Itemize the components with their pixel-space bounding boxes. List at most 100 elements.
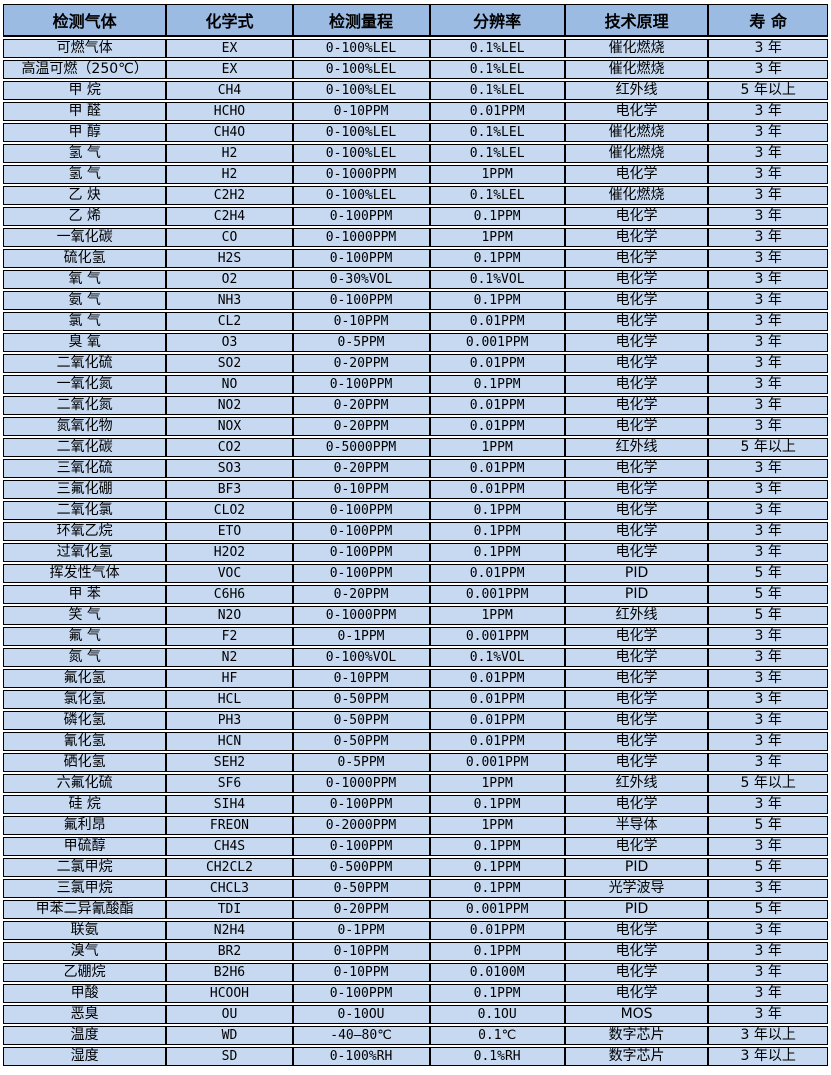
cell-range: 0-10PPM bbox=[292, 669, 430, 688]
cell-tech: 电化学 bbox=[564, 354, 709, 373]
cell-gas: 温度 bbox=[3, 1026, 167, 1045]
table-row: 氟 气 F2 0-1PPM 0.001PPM 电化学 3 年 bbox=[3, 627, 828, 646]
cell-resolution: 0.1PPM bbox=[429, 879, 565, 898]
cell-resolution: 1PPM bbox=[429, 228, 565, 247]
cell-gas: 氯 气 bbox=[3, 312, 167, 331]
cell-formula: N2O bbox=[166, 606, 293, 625]
cell-gas: 二氧化碳 bbox=[3, 438, 167, 457]
cell-lifespan: 3 年 bbox=[708, 396, 828, 415]
cell-lifespan: 3 年 bbox=[708, 501, 828, 520]
cell-resolution: 0.1%LEL bbox=[429, 186, 565, 205]
cell-range: 0-50PPM bbox=[292, 879, 430, 898]
table-row: 甲 醇 CH4O 0-100%LEL 0.1%LEL 催化燃烧 3 年 bbox=[3, 123, 828, 142]
cell-range: 0-20PPM bbox=[292, 585, 430, 604]
cell-gas: 笑 气 bbox=[3, 606, 167, 625]
cell-formula: ETO bbox=[166, 522, 293, 541]
table-row: 硅 烷 SIH4 0-100PPM 0.1PPM 电化学 3 年 bbox=[3, 795, 828, 814]
cell-formula: CH2CL2 bbox=[166, 858, 293, 877]
cell-tech: 电化学 bbox=[564, 963, 709, 982]
cell-range: 0-1PPM bbox=[292, 627, 430, 646]
cell-tech: 电化学 bbox=[564, 396, 709, 415]
cell-formula: SEH2 bbox=[166, 753, 293, 772]
cell-range: 0-100PPM bbox=[292, 837, 430, 856]
cell-range: -40—80℃ bbox=[292, 1026, 430, 1045]
cell-resolution: 0.001PPM bbox=[429, 585, 565, 604]
cell-lifespan: 3 年 bbox=[708, 837, 828, 856]
cell-tech: 电化学 bbox=[564, 837, 709, 856]
table-row: 过氧化氢 H2O2 0-100PPM 0.1PPM 电化学 3 年 bbox=[3, 543, 828, 562]
cell-lifespan: 3 年 bbox=[708, 690, 828, 709]
cell-tech: MOS bbox=[564, 1005, 709, 1024]
cell-resolution: 0.001PPM bbox=[429, 900, 565, 919]
cell-range: 0-1000PPM bbox=[292, 228, 430, 247]
cell-tech: 红外线 bbox=[564, 81, 709, 100]
cell-tech: 红外线 bbox=[564, 774, 709, 793]
table-row: 氮氧化物 NOX 0-20PPM 0.01PPM 电化学 3 年 bbox=[3, 417, 828, 436]
cell-resolution: 0.1PPM bbox=[429, 858, 565, 877]
cell-resolution: 0.1PPM bbox=[429, 543, 565, 562]
cell-range: 0-100%LEL bbox=[292, 186, 430, 205]
table-row: 一氧化氮 NO 0-100PPM 0.1PPM 电化学 3 年 bbox=[3, 375, 828, 394]
cell-tech: 电化学 bbox=[564, 312, 709, 331]
cell-tech: 电化学 bbox=[564, 207, 709, 226]
cell-lifespan: 5 年 bbox=[708, 900, 828, 919]
cell-formula: OU bbox=[166, 1005, 293, 1024]
cell-resolution: 0.1PPM bbox=[429, 291, 565, 310]
cell-gas: 挥发性气体 bbox=[3, 564, 167, 583]
cell-lifespan: 3 年 bbox=[708, 228, 828, 247]
cell-formula: BR2 bbox=[166, 942, 293, 961]
cell-formula: HCHO bbox=[166, 102, 293, 121]
cell-gas: 臭 氧 bbox=[3, 333, 167, 352]
cell-formula: NH3 bbox=[166, 291, 293, 310]
cell-range: 0-100PPM bbox=[292, 207, 430, 226]
cell-resolution: 0.1%LEL bbox=[429, 81, 565, 100]
table-row: 氢 气 H2 0-1000PPM 1PPM 电化学 3 年 bbox=[3, 165, 828, 184]
cell-lifespan: 3 年 bbox=[708, 102, 828, 121]
table-row: 甲 醛 HCHO 0-10PPM 0.01PPM 电化学 3 年 bbox=[3, 102, 828, 121]
cell-gas: 联氨 bbox=[3, 921, 167, 940]
cell-gas: 硅 烷 bbox=[3, 795, 167, 814]
cell-resolution: 0.1PPM bbox=[429, 942, 565, 961]
table-row: 挥发性气体 VOC 0-100PPM 0.01PPM PID 5 年 bbox=[3, 564, 828, 583]
cell-lifespan: 3 年 bbox=[708, 963, 828, 982]
cell-tech: 电化学 bbox=[564, 102, 709, 121]
cell-range: 0-50PPM bbox=[292, 711, 430, 730]
cell-lifespan: 3 年 bbox=[708, 942, 828, 961]
cell-lifespan: 3 年 bbox=[708, 669, 828, 688]
cell-gas: 甲 醇 bbox=[3, 123, 167, 142]
cell-formula: H2 bbox=[166, 144, 293, 163]
cell-gas: 二氧化氮 bbox=[3, 396, 167, 415]
cell-gas: 二氯甲烷 bbox=[3, 858, 167, 877]
cell-range: 0-100%VOL bbox=[292, 648, 430, 667]
cell-gas: 甲 醛 bbox=[3, 102, 167, 121]
cell-formula: CO2 bbox=[166, 438, 293, 457]
table-row: 高温可燃（250℃） EX 0-100%LEL 0.1%LEL 催化燃烧 3 年 bbox=[3, 60, 828, 79]
cell-tech: PID bbox=[564, 585, 709, 604]
cell-range: 0-20PPM bbox=[292, 354, 430, 373]
cell-tech: 红外线 bbox=[564, 438, 709, 457]
cell-formula: HCOOH bbox=[166, 984, 293, 1003]
cell-tech: 电化学 bbox=[564, 375, 709, 394]
cell-formula: CHCL3 bbox=[166, 879, 293, 898]
cell-resolution: 0.01PPM bbox=[429, 564, 565, 583]
cell-resolution: 0.1PPM bbox=[429, 837, 565, 856]
cell-gas: 甲酸 bbox=[3, 984, 167, 1003]
table-row: 六氟化硫 SF6 0-1000PPM 1PPM 红外线 5 年以上 bbox=[3, 774, 828, 793]
cell-range: 0-10PPM bbox=[292, 102, 430, 121]
table-row: 二氧化氯 CLO2 0-100PPM 0.1PPM 电化学 3 年 bbox=[3, 501, 828, 520]
cell-gas: 磷化氢 bbox=[3, 711, 167, 730]
cell-formula: FREON bbox=[166, 816, 293, 835]
cell-lifespan: 3 年 bbox=[708, 333, 828, 352]
table-row: 温度 WD -40—80℃ 0.1℃ 数字芯片 3 年以上 bbox=[3, 1026, 828, 1045]
cell-gas: 环氧乙烷 bbox=[3, 522, 167, 541]
cell-lifespan: 3 年 bbox=[708, 291, 828, 310]
cell-gas: 一氧化碳 bbox=[3, 228, 167, 247]
cell-lifespan: 3 年以上 bbox=[708, 1026, 828, 1045]
cell-formula: HF bbox=[166, 669, 293, 688]
cell-lifespan: 3 年 bbox=[708, 123, 828, 142]
cell-resolution: 0.01PPM bbox=[429, 102, 565, 121]
cell-gas: 甲硫醇 bbox=[3, 837, 167, 856]
cell-formula: CL2 bbox=[166, 312, 293, 331]
table-row: 可燃气体 EX 0-100%LEL 0.1%LEL 催化燃烧 3 年 bbox=[3, 39, 828, 58]
cell-tech: 电化学 bbox=[564, 417, 709, 436]
